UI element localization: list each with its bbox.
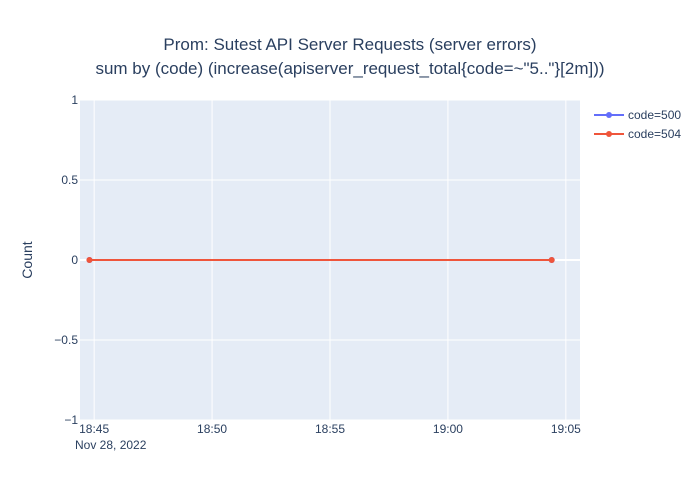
y-tick-label: 1 [71,93,78,107]
y-tick-labels: 1 0.5 0 −0.5 −1 [54,93,78,427]
y-axis-title: Count [19,241,35,278]
chart-title: Prom: Sutest API Server Requests (server… [163,35,536,54]
legend-marker [606,112,612,118]
series-layer [86,257,555,263]
y-tick-label: −1 [64,413,78,427]
x-date-label: Nov 28, 2022 [75,438,147,452]
x-tick-label: 18:55 [315,422,345,436]
data-point[interactable] [86,257,93,263]
x-tick-label: 18:45 [79,422,109,436]
data-point[interactable] [548,257,555,263]
x-tick-labels: 18:45 18:50 18:55 19:00 19:05 [79,422,581,436]
x-tick-label: 19:05 [551,422,581,436]
chart-subtitle: sum by (code) (increase(apiserver_reques… [95,59,604,78]
x-tick-label: 19:00 [433,422,463,436]
legend-item[interactable]: code=504 [594,127,681,141]
legend-marker [606,131,612,137]
x-tick-label: 18:50 [197,422,227,436]
legend-label: code=504 [628,127,681,141]
y-tick-label: 0.5 [61,173,78,187]
legend-item[interactable]: code=500 [594,108,681,122]
legend[interactable]: code=500 code=504 [594,108,681,141]
y-tick-label: 0 [71,253,78,267]
legend-label: code=500 [628,108,681,122]
series-code=504 [86,257,555,263]
y-tick-label: −0.5 [54,333,78,347]
